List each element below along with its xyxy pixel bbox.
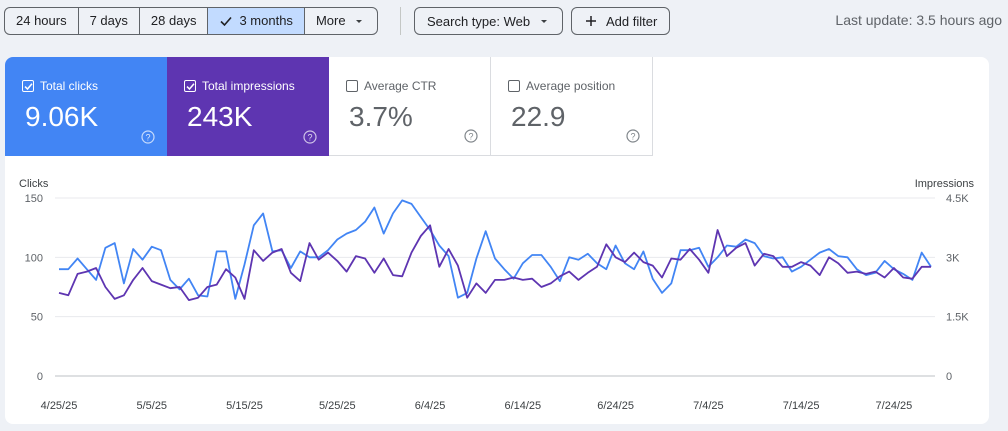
caret-down-icon <box>541 20 548 23</box>
help-icon[interactable]: ? <box>303 130 317 144</box>
x-axis-ticks: 4/25/25 5/5/25 5/15/25 5/25/25 6/4/25 6/14/25… <box>41 400 913 412</box>
range-3-months[interactable]: 3 months <box>207 8 304 34</box>
plus-icon <box>586 16 596 26</box>
x-tick-label: 6/14/25 <box>504 400 541 412</box>
metric-label: Average CTR <box>364 79 437 93</box>
metric-label: Total clicks <box>40 79 99 93</box>
impressions-series-line <box>58 224 931 302</box>
left-axis-ticks: 150 100 50 0 <box>25 193 43 383</box>
check-icon <box>220 16 233 27</box>
performance-card: Total clicks 9.06K ? Total impressions 2… <box>5 57 989 424</box>
metric-label: Total impressions <box>202 79 295 93</box>
metric-total-impressions[interactable]: Total impressions 243K ? <box>167 57 329 156</box>
series-lines <box>58 199 932 302</box>
x-tick-label: 7/24/25 <box>876 400 913 412</box>
toolbar-divider <box>400 7 401 35</box>
checkbox-unchecked-icon[interactable] <box>508 80 520 92</box>
metric-label-row: Average position <box>508 79 615 93</box>
x-tick-label: 7/4/25 <box>693 400 724 412</box>
metric-label: Average position <box>526 79 616 93</box>
metric-label-row: Total clicks <box>22 79 98 93</box>
svg-text:?: ? <box>145 133 150 143</box>
performance-chart: Clicks Impressions 150 100 50 0 4.5K 3K 1.5K 0… <box>19 178 975 412</box>
right-axis-label: Impressions <box>915 178 975 190</box>
date-range-selector: 24 hours 7 days 28 days 3 months More <box>4 7 378 35</box>
metric-total-clicks[interactable]: Total clicks 9.06K ? <box>5 57 167 156</box>
last-update-text: Last update: 3.5 hours ago <box>835 12 1002 28</box>
svg-text:?: ? <box>468 132 473 142</box>
range-label: 7 days <box>89 13 128 28</box>
svg-text:?: ? <box>630 132 635 142</box>
x-tick-label: 5/5/25 <box>136 400 167 412</box>
range-more[interactable]: More <box>303 8 377 34</box>
right-tick-label: 4.5K <box>946 193 969 205</box>
x-tick-label: 7/14/25 <box>783 400 820 412</box>
metric-value: 9.06K <box>25 101 99 132</box>
x-tick-label: 6/24/25 <box>597 400 634 412</box>
metric-label-row: Average CTR <box>346 79 436 93</box>
left-tick-label: 150 <box>25 193 43 205</box>
x-tick-label: 6/4/25 <box>415 400 446 412</box>
right-tick-label: 3K <box>946 252 960 264</box>
left-axis-label: Clicks <box>19 178 49 190</box>
checkbox-unchecked-icon[interactable] <box>346 80 358 92</box>
metric-value: 22.9 <box>511 101 566 132</box>
add-filter-label: Add filter <box>606 13 658 29</box>
right-tick-label: 0 <box>946 371 952 383</box>
right-axis-ticks: 4.5K 3K 1.5K 0 <box>946 193 969 383</box>
help-icon[interactable]: ? <box>464 129 478 143</box>
metric-value: 3.7% <box>349 101 413 132</box>
search-type-dropdown[interactable]: Search type: Web <box>414 7 564 35</box>
range-28-days[interactable]: 28 days <box>138 8 208 34</box>
range-24-hours[interactable]: 24 hours <box>5 8 78 34</box>
metric-value: 243K <box>187 101 253 132</box>
range-label: 24 hours <box>16 13 67 28</box>
caret-down-icon <box>355 20 362 23</box>
metric-label-row: Total impressions <box>184 79 295 93</box>
left-tick-label: 100 <box>25 252 43 264</box>
left-tick-label: 50 <box>31 312 43 324</box>
checkbox-checked-icon[interactable] <box>22 80 34 92</box>
help-icon[interactable]: ? <box>141 130 155 144</box>
checkbox-checked-icon[interactable] <box>184 80 196 92</box>
range-label: 28 days <box>150 13 197 28</box>
x-tick-label: 5/25/25 <box>319 400 356 412</box>
clicks-series-line <box>59 199 932 300</box>
metric-average-ctr[interactable]: Average CTR 3.7% ? <box>329 57 491 156</box>
range-7-days[interactable]: 7 days <box>77 8 139 34</box>
right-tick-label: 1.5K <box>946 312 969 324</box>
x-tick-label: 5/15/25 <box>226 400 263 412</box>
toolbar: 24 hours 7 days 28 days 3 months More Se… <box>0 0 1008 42</box>
help-icon[interactable]: ? <box>626 129 640 143</box>
range-label: More <box>315 13 346 28</box>
left-tick-label: 0 <box>37 371 43 383</box>
search-type-label: Search type: Web <box>427 13 531 29</box>
x-tick-label: 4/25/25 <box>41 400 78 412</box>
metric-average-position[interactable]: Average position 22.9 ? <box>491 57 653 156</box>
range-label: 3 months <box>239 13 293 28</box>
svg-text:?: ? <box>307 133 312 143</box>
add-filter-button[interactable]: Add filter <box>571 7 671 35</box>
gridlines <box>55 197 935 377</box>
